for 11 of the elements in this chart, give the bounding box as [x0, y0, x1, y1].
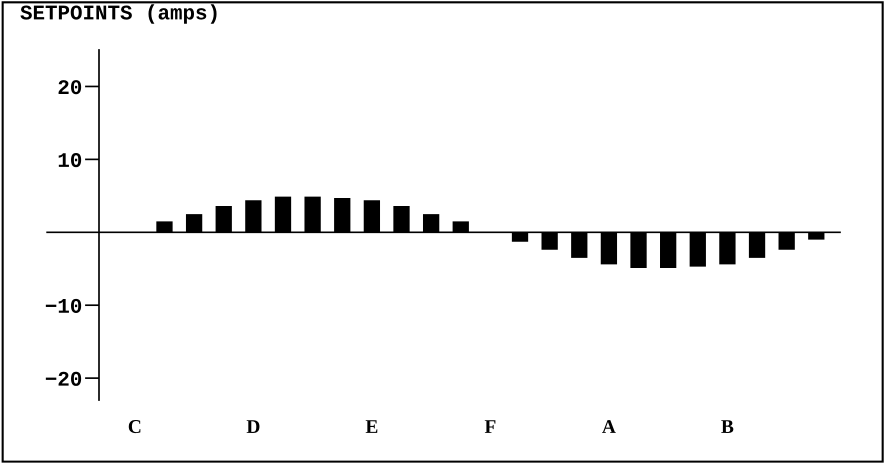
y-tick-label: 20 [58, 80, 82, 94]
x-tick-label: D [246, 420, 260, 433]
x-tick-label: F [484, 420, 496, 433]
x-tick-label: E [366, 420, 378, 433]
y-tick-label: 10 [58, 152, 82, 168]
x-tick-label: C [128, 420, 140, 434]
y-tick-label: −10 [46, 298, 82, 313]
chart-title: SETPOINTS (amps) [20, 4, 217, 24]
y-tick-label: −20 [46, 372, 82, 386]
x-tick-label: A [602, 420, 616, 433]
x-tick-label: B [721, 420, 734, 433]
